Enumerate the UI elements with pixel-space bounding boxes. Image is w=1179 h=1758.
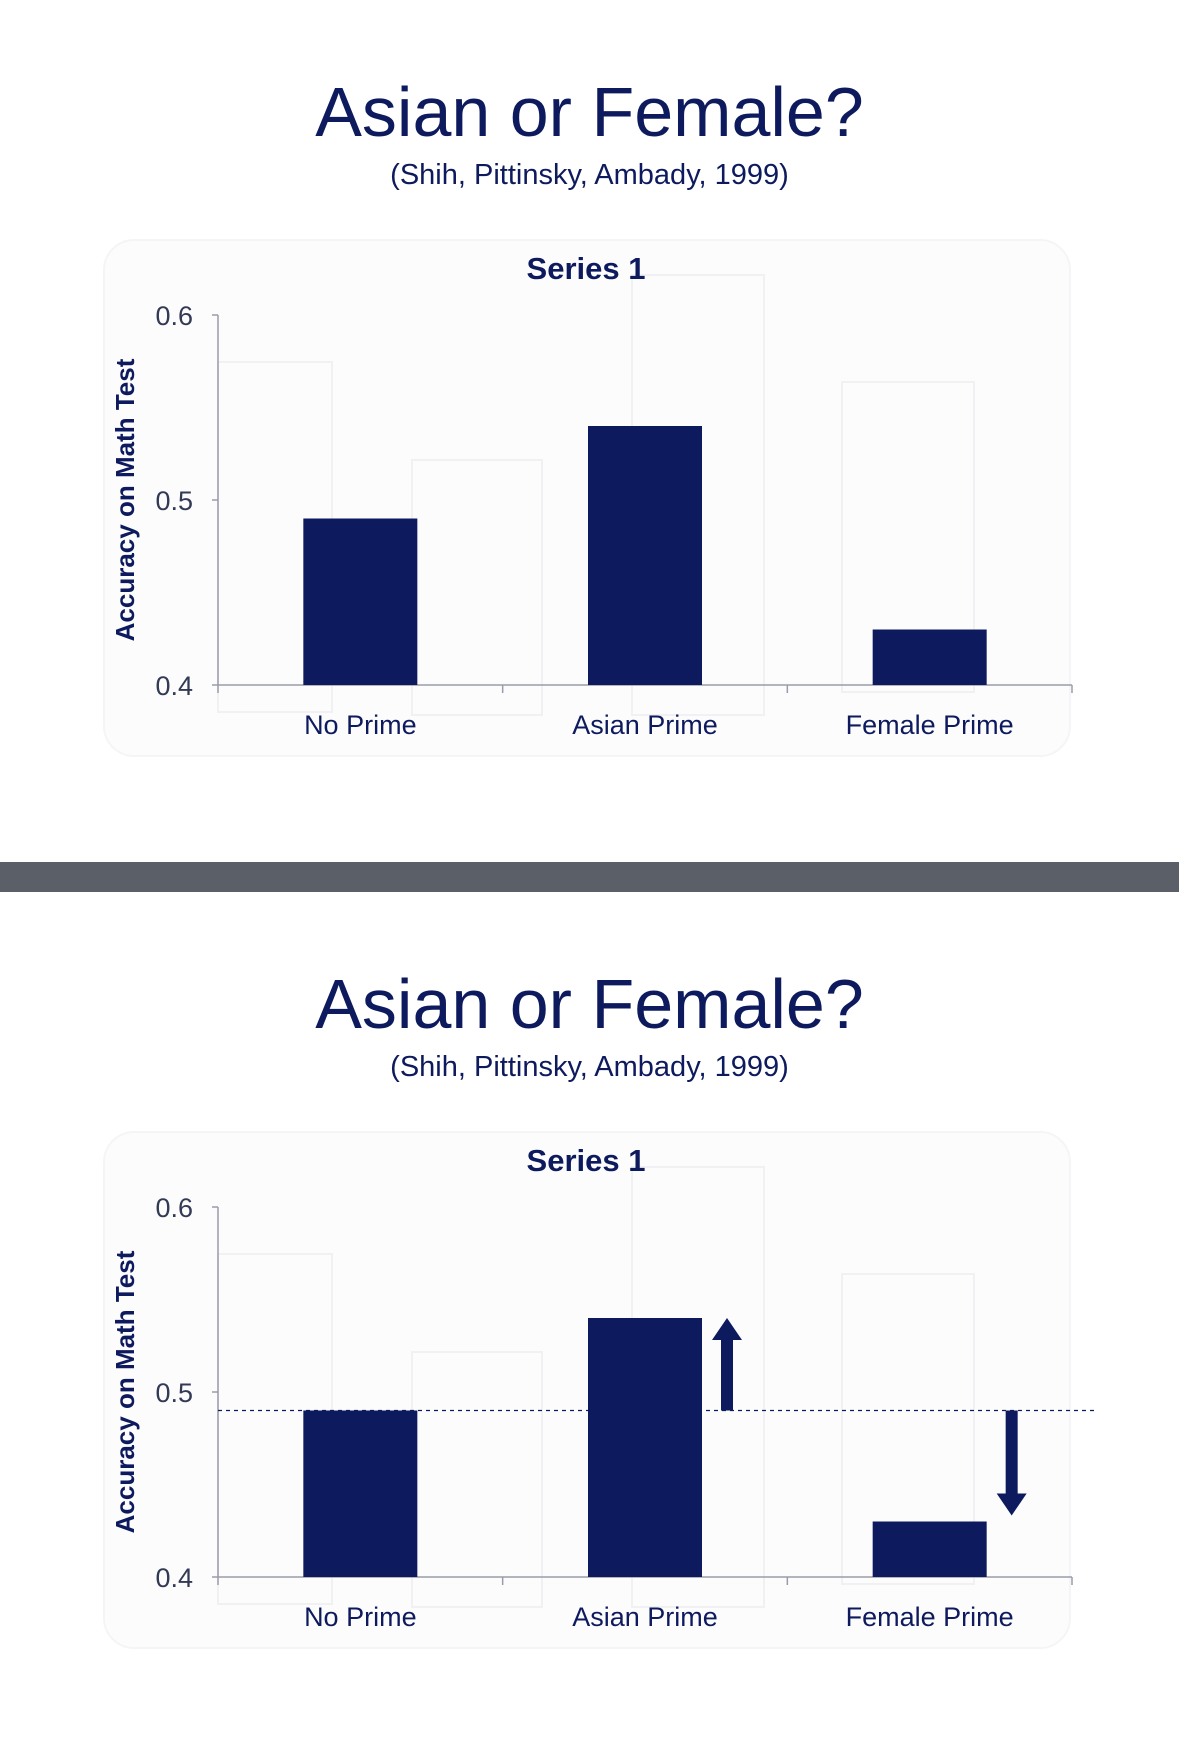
bar: [303, 1410, 418, 1577]
bar: [872, 629, 987, 685]
bar: [588, 1318, 702, 1577]
y-tick-label: 0.4: [155, 671, 193, 701]
slide-divider: [0, 862, 1179, 892]
slide-title: Asian or Female?: [315, 965, 864, 1043]
y-tick-label: 0.6: [155, 1193, 193, 1223]
y-axis-label: Accuracy on Math Test: [110, 1250, 140, 1533]
bar-chart: Series 1 Accuracy on Math Test 0.6 0.5 0.4 No…: [103, 239, 1073, 757]
x-tick-label: Asian Prime: [572, 710, 718, 740]
slide-subtitle: (Shih, Pittinsky, Ambady, 1999): [390, 1051, 789, 1083]
x-tick-label: Asian Prime: [572, 1602, 718, 1632]
ghost-box: [841, 381, 975, 693]
slide-top: Asian or Female? (Shih, Pittinsky, Ambad…: [0, 0, 1179, 860]
slide-subtitle: (Shih, Pittinsky, Ambady, 1999): [390, 159, 789, 191]
bar: [872, 1521, 987, 1577]
ghost-box: [841, 1273, 975, 1585]
slide-bottom: Asian or Female? (Shih, Pittinsky, Ambad…: [0, 892, 1179, 1758]
y-tick-label: 0.6: [155, 301, 193, 331]
x-tick-label: No Prime: [304, 710, 417, 740]
up-arrow-icon: [712, 1318, 742, 1411]
chart-title: Series 1: [527, 251, 646, 286]
chart-title: Series 1: [527, 1143, 646, 1178]
bar: [303, 518, 418, 685]
y-tick-label: 0.5: [155, 486, 193, 516]
down-arrow-icon: [996, 1410, 1027, 1516]
y-tick-label: 0.5: [155, 1378, 193, 1408]
x-tick-label: No Prime: [304, 1602, 417, 1632]
bar: [588, 426, 702, 685]
slide-title: Asian or Female?: [315, 73, 864, 151]
x-tick-label: Female Prime: [846, 710, 1014, 740]
y-axis-label: Accuracy on Math Test: [110, 358, 140, 641]
x-tick-label: Female Prime: [846, 1602, 1014, 1632]
y-tick-label: 0.4: [155, 1563, 193, 1593]
bar-chart: Series 1 Accuracy on Math Test 0.6 0.5 0.4 No…: [103, 1131, 1095, 1649]
